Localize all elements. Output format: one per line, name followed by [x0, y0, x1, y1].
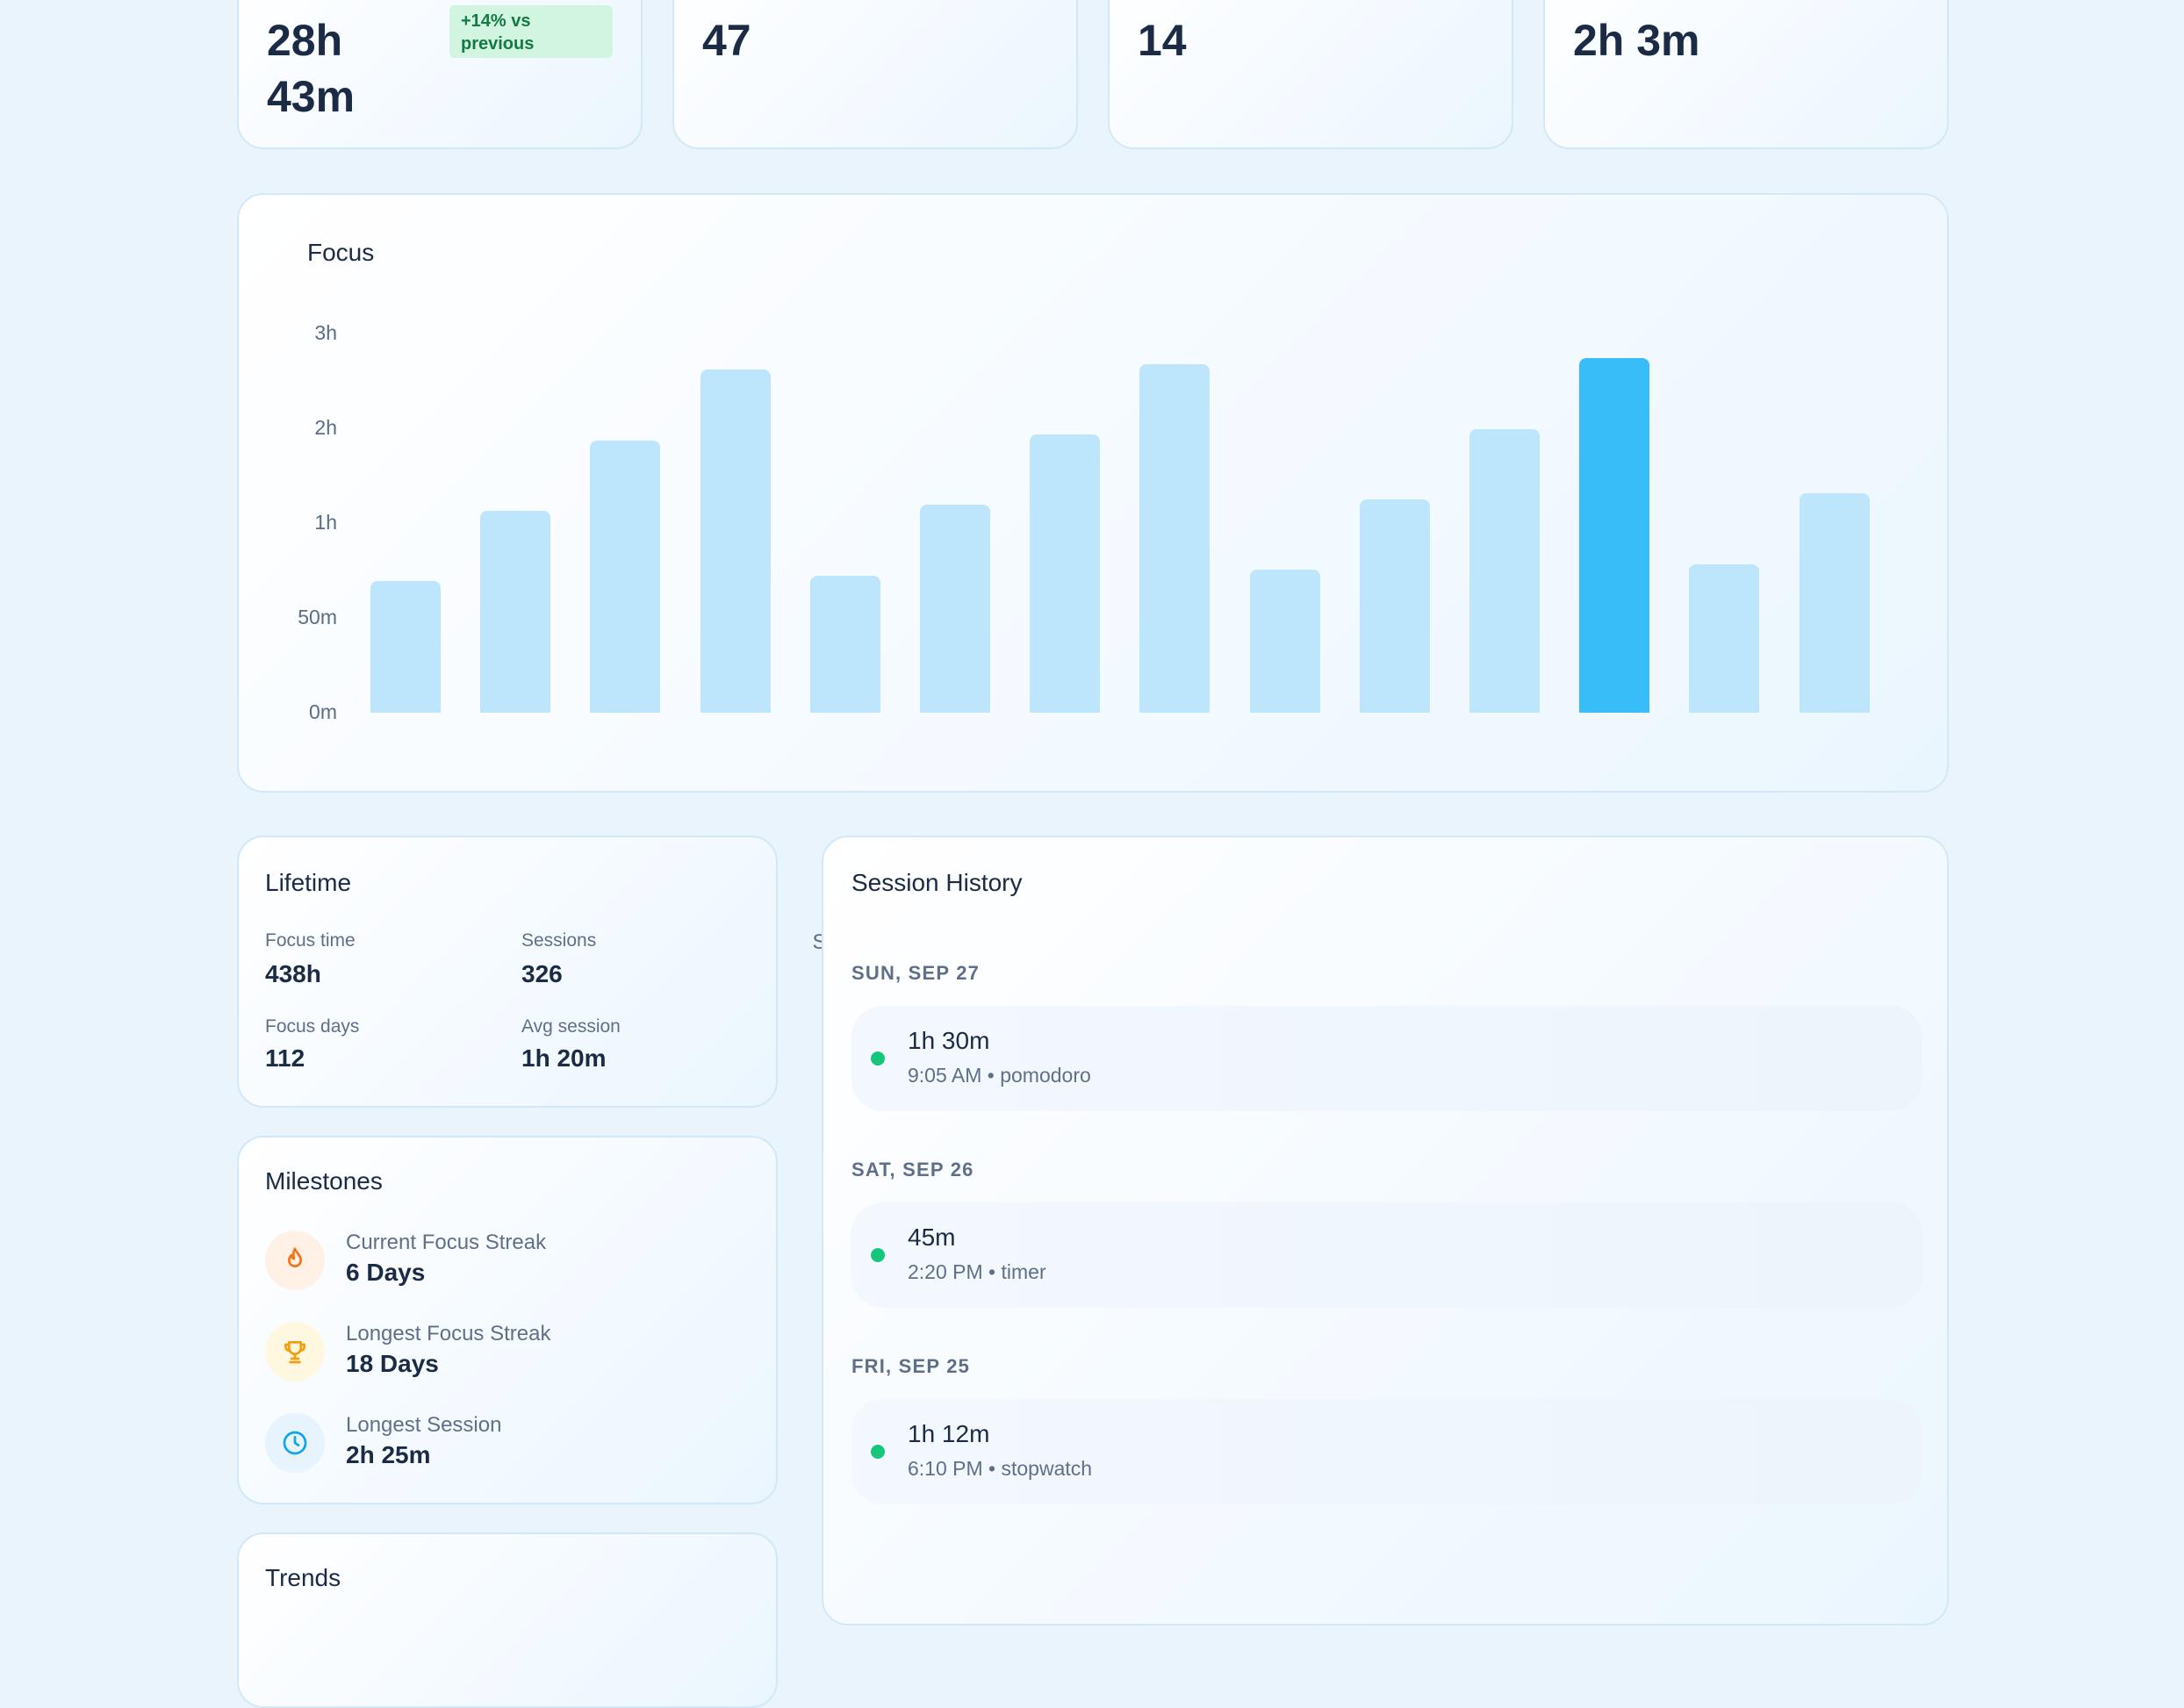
- session-meta: 2:20 PM • timer: [908, 1260, 1046, 1283]
- status-dot: [871, 1051, 885, 1066]
- focus-days-value: 112: [265, 1044, 305, 1072]
- bar-sep-21[interactable]: [1139, 364, 1210, 713]
- bar-area: [239, 195, 1947, 791]
- bar-sep-26[interactable]: [1689, 564, 1759, 713]
- session-row[interactable]: 45m 2:20 PM • timer: [851, 1202, 1922, 1308]
- avg-session-value: 1h 20m: [521, 1044, 607, 1072]
- bar-sep-20[interactable]: [1030, 434, 1100, 713]
- sessions-label: Sessions: [521, 930, 597, 951]
- stat-value: 47: [702, 16, 751, 65]
- focus-time-value: 438h: [265, 960, 321, 987]
- bar-sep-25[interactable]: [1579, 358, 1649, 713]
- session-history-card: Session History SUN, SEP 27 1h 30m 9:05 …: [822, 836, 1949, 1625]
- session-duration: 45m: [908, 1224, 956, 1251]
- status-dot: [871, 1248, 885, 1262]
- bar-sep-15[interactable]: [480, 511, 550, 713]
- chart-title: Focus: [307, 239, 375, 266]
- focus-chart-card: Focus 3h 2h 1h 50m 0m Sep 14Sep 15Sep 16…: [237, 193, 1949, 954]
- milestone-value: 6 Days: [346, 1259, 426, 1286]
- stat-value: 2h 3m: [1573, 16, 1700, 65]
- bar-sep-17[interactable]: [700, 370, 771, 713]
- stat-card-average: 2h 3m: [1543, 0, 1949, 149]
- sessions-value: 326: [521, 960, 563, 987]
- milestone-value: 2h 25m: [346, 1441, 431, 1468]
- stat-card-sessions: 47: [672, 0, 1078, 149]
- y-tick-label: 50m: [298, 606, 337, 628]
- day-label: SAT, SEP 26: [851, 1159, 974, 1181]
- session-duration: 1h 30m: [908, 1027, 990, 1054]
- flame-icon: [265, 1231, 325, 1290]
- stat-value: 14: [1138, 16, 1187, 65]
- stat-card-days: 14: [1108, 0, 1513, 149]
- clock-icon: [265, 1413, 325, 1473]
- y-axis: 3h 2h 1h 50m 0m: [239, 195, 337, 791]
- stat-value: 28h 43m: [267, 16, 356, 121]
- milestone-label: Current Focus Streak: [346, 1231, 547, 1254]
- session-history-title: Session History: [851, 869, 1023, 896]
- session-meta: 6:10 PM • stopwatch: [908, 1457, 1093, 1480]
- trends-card: Trends: [237, 1532, 778, 1708]
- day-label: FRI, SEP 25: [851, 1355, 971, 1377]
- bar-sep-27[interactable]: [1800, 493, 1870, 713]
- session-row[interactable]: 1h 30m 9:05 AM • pomodoro: [851, 1006, 1922, 1111]
- avg-session-label: Avg session: [521, 1016, 621, 1037]
- bar-sep-18[interactable]: [810, 576, 880, 713]
- y-tick-label: 0m: [309, 700, 337, 723]
- session-row[interactable]: 1h 12m 6:10 PM • stopwatch: [851, 1399, 1922, 1504]
- change-badge: +14% vs previous: [449, 5, 613, 58]
- y-tick-label: 2h: [314, 416, 337, 439]
- bar-sep-23[interactable]: [1360, 499, 1430, 713]
- y-tick-label: 1h: [314, 511, 337, 534]
- bar-sep-14[interactable]: [370, 581, 441, 713]
- focus-time-label: Focus time: [265, 930, 356, 951]
- bar-sep-16[interactable]: [590, 441, 660, 713]
- bar-sep-19[interactable]: [920, 505, 990, 713]
- bar-sep-22[interactable]: [1250, 570, 1320, 713]
- x-axis: Sep 14Sep 15Sep 16Sep 17Sep 18Sep 19Sep …: [239, 195, 1947, 954]
- lifetime-title: Lifetime: [265, 869, 352, 896]
- focus-days-label: Focus days: [265, 1016, 360, 1037]
- trophy-icon: [265, 1322, 325, 1381]
- session-duration: 1h 12m: [908, 1420, 990, 1447]
- trends-title: Trends: [265, 1564, 341, 1591]
- milestone-value: 18 Days: [346, 1350, 439, 1377]
- bar-sep-24[interactable]: [1469, 429, 1540, 713]
- status-dot: [871, 1445, 885, 1459]
- y-tick-label: 3h: [314, 321, 337, 344]
- milestones-title: Milestones: [265, 1167, 383, 1195]
- session-meta: 9:05 AM • pomodoro: [908, 1064, 1091, 1087]
- milestone-label: Longest Focus Streak: [346, 1322, 551, 1346]
- milestones-card: Milestones Current Focus Streak 6 Days L…: [237, 1136, 778, 1504]
- lifetime-card: Lifetime Focus time 438h Sessions 326 Fo…: [237, 836, 778, 1108]
- day-label: SUN, SEP 27: [851, 962, 981, 984]
- milestone-label: Longest Session: [346, 1413, 502, 1437]
- stat-card-total-focus: 28h 43m +14% vs previous: [237, 0, 643, 149]
